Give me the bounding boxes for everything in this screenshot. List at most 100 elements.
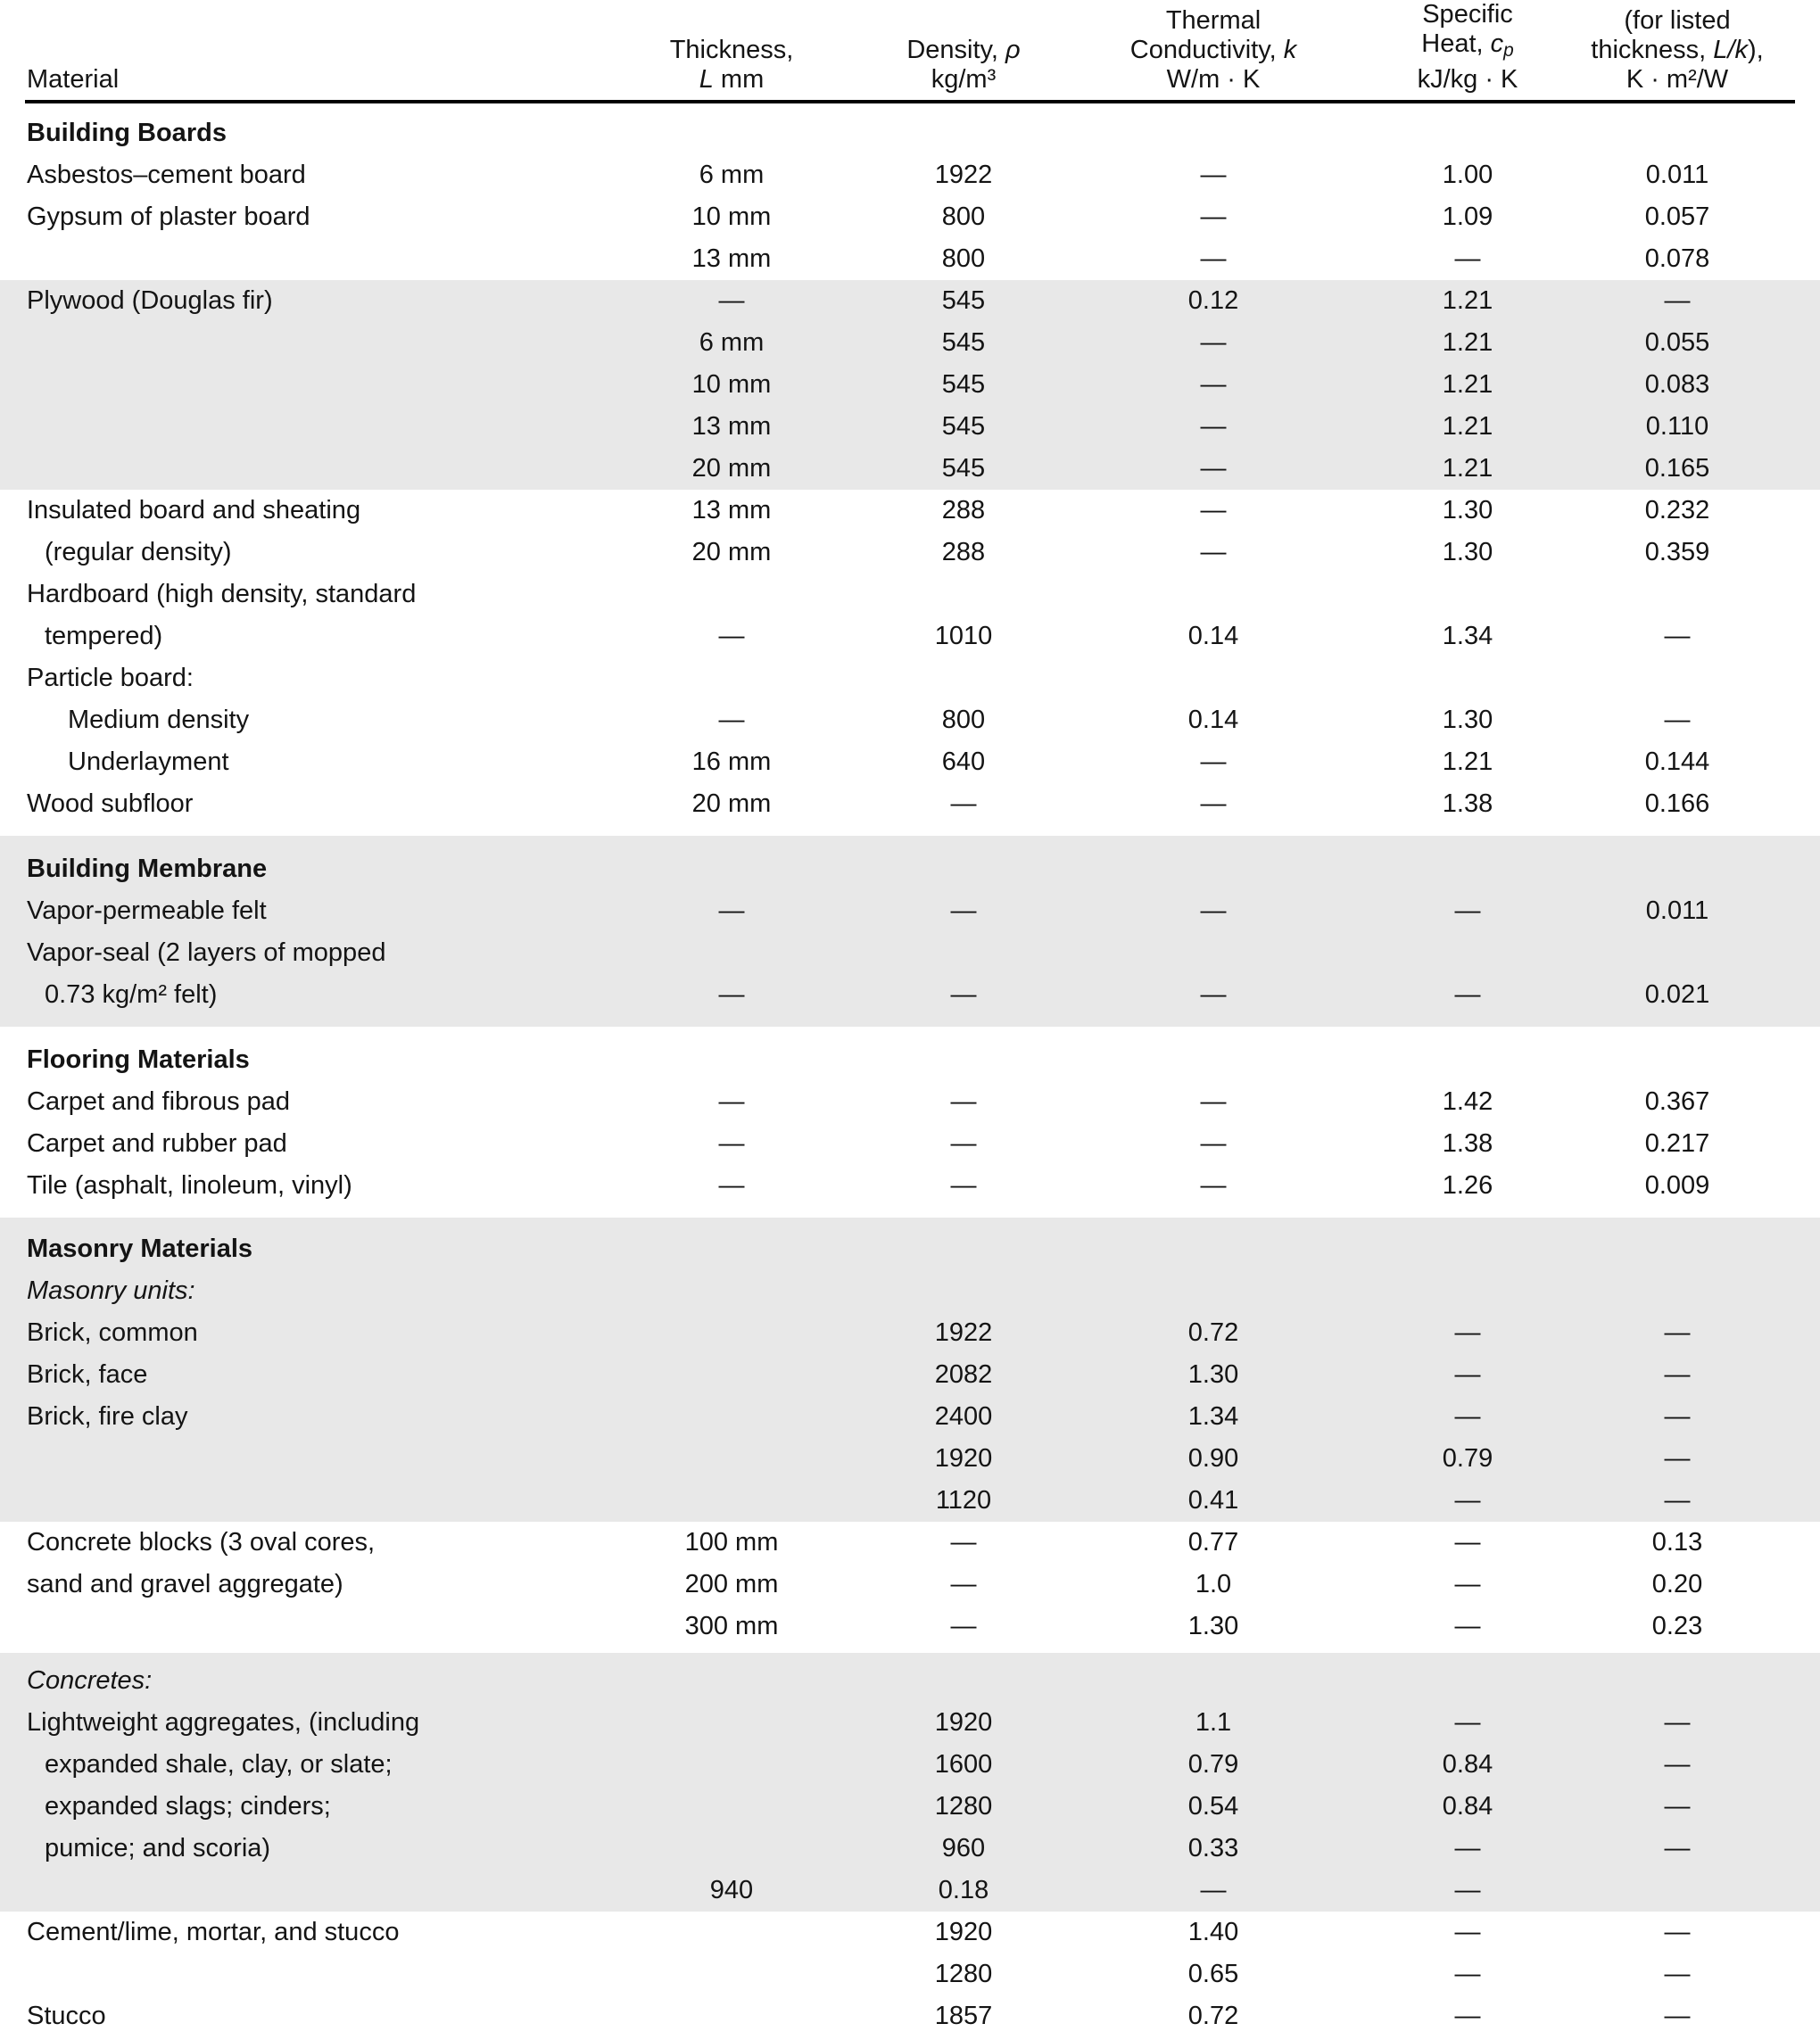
cell-conductivity: 0.14 <box>1187 622 1239 650</box>
header-line: thickness, L/k), <box>1561 36 1793 65</box>
table-row: Vapor-seal (2 layers of mopped <box>0 932 1820 974</box>
cell-specific-heat: — <box>1454 1918 1481 1946</box>
cell-material: Gypsum of plaster board <box>27 202 310 231</box>
cell-density: 800 <box>941 244 986 273</box>
header-line: (for listed <box>1624 6 1731 35</box>
cell-density: 1280 <box>934 1792 993 1821</box>
cell-rvalue: 0.165 <box>1644 454 1710 483</box>
section-spacer <box>0 825 1820 836</box>
cell-conductivity: 0.72 <box>1187 2002 1239 2030</box>
cell-thickness: 10 mm <box>691 202 772 231</box>
cell-material: Wood subfloor <box>27 789 194 818</box>
header-text: thickness, <box>1591 36 1714 64</box>
cell-rvalue: 0.20 <box>1651 1570 1703 1598</box>
table-row: 10 mm 545 — 1.21 0.083 <box>0 364 1820 406</box>
header-line: Thickness, <box>669 36 794 64</box>
header-line: Heat, cp <box>1374 29 1561 65</box>
section-header-row: Flooring Materials <box>0 1039 1820 1081</box>
section-spacer <box>0 1027 1820 1039</box>
cell-specific-heat: — <box>1454 980 1481 1009</box>
header-text: Heat, <box>1421 29 1491 58</box>
cell-density: 1857 <box>934 2002 993 2030</box>
cell-rvalue: — <box>1664 1750 1691 1779</box>
section-header-row: Masonry Materials <box>0 1228 1820 1270</box>
cell-specific-heat: 1.26 <box>1442 1171 1493 1200</box>
cell-conductivity: — <box>1200 370 1227 399</box>
table-row: 20 mm 545 — 1.21 0.165 <box>0 448 1820 490</box>
cell-specific-heat: 1.38 <box>1442 1129 1493 1158</box>
cell-rvalue: 0.011 <box>1645 896 1709 925</box>
cell-material: Brick, face <box>27 1360 148 1389</box>
cell-density: 1922 <box>934 161 993 189</box>
cell-conductivity: 1.30 <box>1187 1612 1239 1640</box>
cell-density: 2400 <box>934 1402 993 1431</box>
cell-material: Building Membrane <box>27 855 268 883</box>
cell-rvalue: — <box>1664 706 1691 734</box>
cell-conductivity: — <box>1200 244 1227 273</box>
cell-density: 800 <box>941 202 986 231</box>
cell-material: (regular density) <box>45 538 232 566</box>
cell-rvalue: 0.021 <box>1644 980 1710 1009</box>
cell-material: Concrete blocks (3 oval cores, <box>27 1528 376 1557</box>
cell-specific-heat: — <box>1454 1570 1481 1598</box>
cell-specific-heat: 1.21 <box>1442 370 1493 399</box>
cell-material: Insulated board and sheating <box>27 496 361 524</box>
cell-density: 1280 <box>934 1960 993 1988</box>
cell-conductivity: 0.90 <box>1187 1444 1239 1473</box>
cell-material: Brick, fire clay <box>27 1402 188 1431</box>
cell-conductivity: 0.33 <box>1187 1834 1239 1862</box>
table-row: Brick, face 2082 1.30 — — <box>0 1354 1820 1396</box>
cell-thickness: 20 mm <box>691 789 772 818</box>
cell-rvalue: — <box>1664 1834 1691 1862</box>
cell-thickness: 100 mm <box>684 1528 779 1557</box>
section-spacer <box>0 1653 1820 1660</box>
cell-thickness: 6 mm <box>699 328 765 357</box>
cell-specific-heat: 1.30 <box>1442 538 1493 566</box>
cell-material: Concretes: <box>27 1666 153 1695</box>
cell-thickness: 20 mm <box>691 538 772 566</box>
cell-density: 960 <box>941 1834 986 1862</box>
cell-conductivity: — <box>1200 1129 1227 1158</box>
section-spacer <box>0 1218 1820 1228</box>
cell-specific-heat: — <box>1454 1486 1481 1515</box>
cell-material: Stucco <box>27 2002 106 2030</box>
header-symbol: ρ <box>1005 36 1021 64</box>
table-row: Lightweight aggregates, (including 1920 1.… <box>0 1702 1820 1744</box>
cell-density: — <box>950 1612 977 1640</box>
cell-specific-heat: — <box>1454 1834 1481 1862</box>
table-row: Particle board: <box>0 657 1820 699</box>
cell-rvalue: 0.232 <box>1644 496 1710 524</box>
header-line: Material <box>27 65 120 94</box>
cell-material: 0.73 kg/m² felt) <box>45 980 218 1009</box>
header-symbol: R <box>1633 0 1651 5</box>
cell-material: Building Boards <box>27 119 227 147</box>
header-line: W/m · K <box>1166 65 1261 94</box>
cell-material: Vapor-permeable felt <box>27 896 267 925</box>
cell-thickness: 300 mm <box>684 1612 779 1640</box>
cell-material: Carpet and rubber pad <box>27 1129 287 1158</box>
column-header-thickness: Thickness, L mm <box>589 0 874 95</box>
header-text: Density, <box>906 36 1006 64</box>
cell-rvalue: — <box>1664 1402 1691 1431</box>
cell-specific-heat: 1.30 <box>1442 706 1493 734</box>
table-row: Hardboard (high density, standard <box>0 574 1820 615</box>
cell-conductivity: 0.54 <box>1187 1792 1239 1821</box>
cell-density: 545 <box>941 412 986 441</box>
cell-rvalue: 0.367 <box>1644 1087 1710 1116</box>
cell-density: 545 <box>941 286 986 315</box>
cell-specific-heat: 1.21 <box>1442 454 1493 483</box>
cell-density: — <box>950 896 977 925</box>
table-row: sand and gravel aggregate) 200 mm — 1.0 — 0.2… <box>0 1564 1820 1606</box>
table-row: Brick, fire clay 2400 1.34 — — <box>0 1396 1820 1438</box>
cell-density: — <box>950 980 977 1009</box>
cell-rvalue: 0.110 <box>1645 412 1709 441</box>
cell-rvalue: 0.13 <box>1651 1528 1703 1557</box>
header-subscript: p <box>1503 40 1514 61</box>
header-line: Density, ρ <box>874 36 1053 65</box>
cell-thickness: 940 <box>709 1876 754 1904</box>
cell-conductivity: 0.14 <box>1187 706 1239 734</box>
cell-specific-heat: — <box>1454 1708 1481 1737</box>
cell-rvalue: 0.144 <box>1644 747 1710 776</box>
header-symbol: c <box>1490 29 1504 58</box>
